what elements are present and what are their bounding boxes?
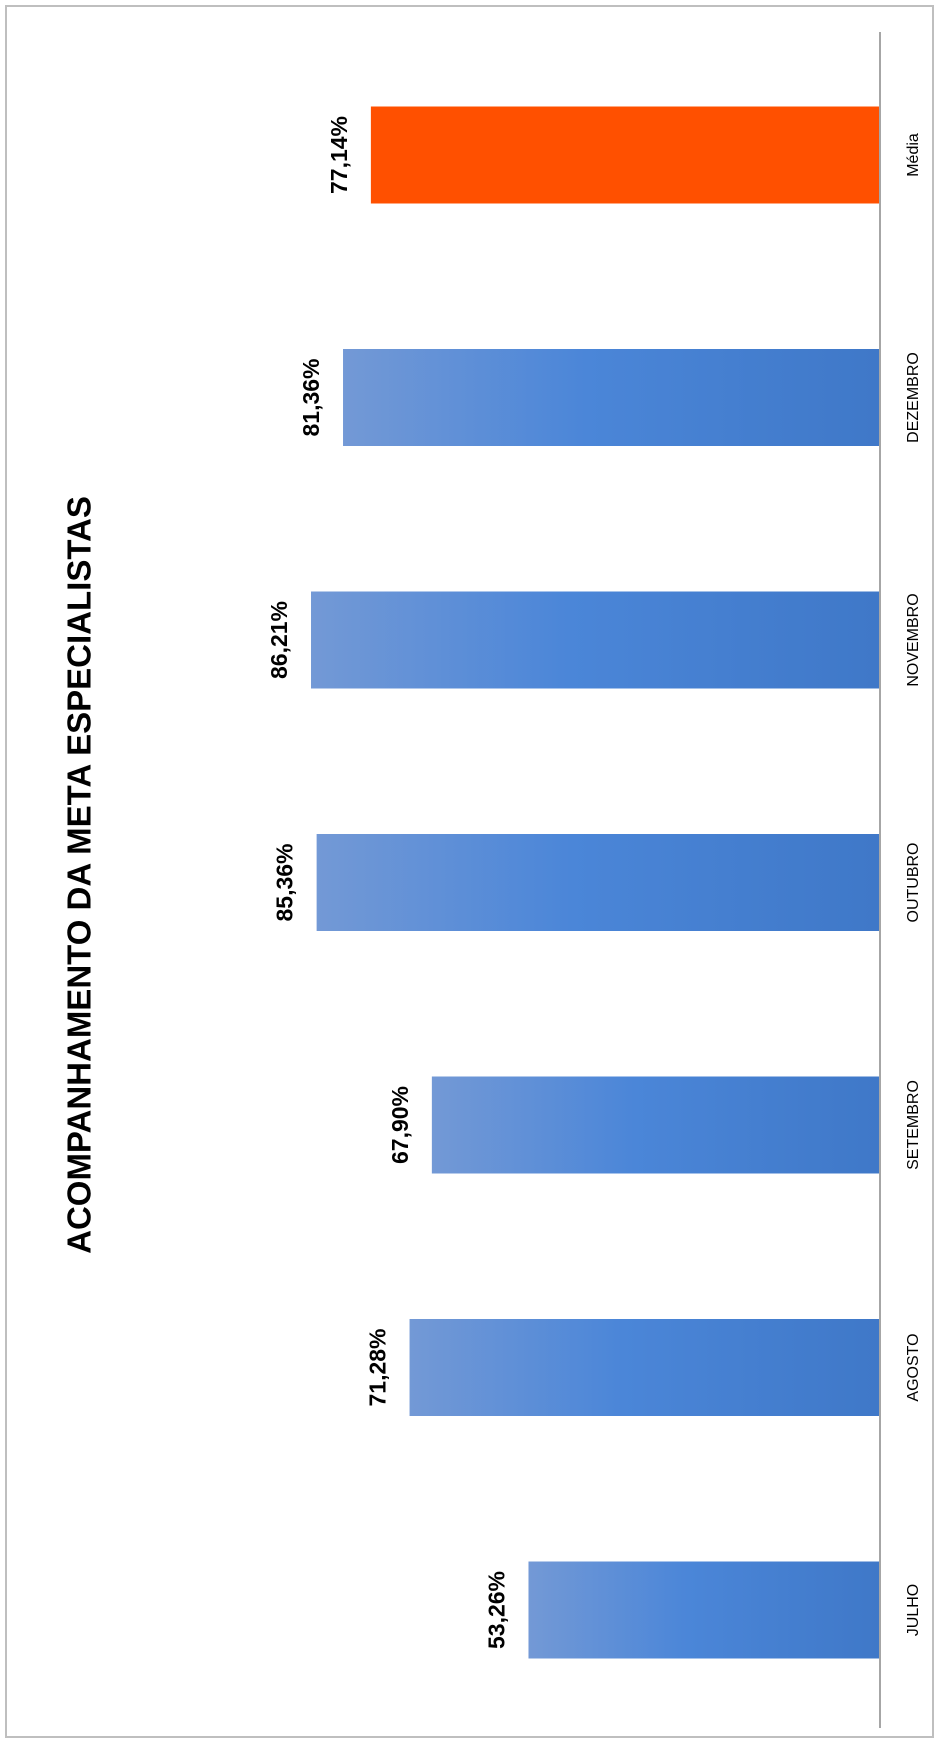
bar-outubro	[316, 834, 880, 931]
data-label-media: 77,14%	[326, 116, 352, 194]
tick-label-novembro: NOVEMBRO	[905, 593, 922, 686]
tick-label-agosto: AGOSTO	[905, 1333, 922, 1401]
bar-novembro	[311, 591, 880, 689]
labels-layer: 53,26% 71,28% 67,90% 85,36% 86,21% 81,36% 77,1…	[266, 116, 509, 1649]
bar-setembro	[431, 1076, 880, 1174]
tick-label-media: Média	[905, 133, 922, 177]
tick-label-setembro: SETEMBRO	[905, 1080, 922, 1170]
data-label-outubro: 85,36%	[272, 843, 298, 921]
data-label-setembro: 67,90%	[387, 1086, 413, 1164]
ticks-layer: JULHO AGOSTO SETEMBRO OUTUBRO NOVEMBRO DEZEMB…	[905, 133, 922, 1636]
bar-dezembro	[343, 349, 880, 446]
data-label-agosto: 71,28%	[365, 1328, 391, 1406]
chart-title: ACOMPANHAMENTO DA META ESPECIALISTAS	[61, 496, 98, 1254]
tick-label-julho: JULHO	[905, 1584, 922, 1636]
tick-label-outubro: OUTUBRO	[905, 843, 922, 923]
bar-media	[370, 106, 880, 204]
data-label-novembro: 86,21%	[266, 601, 292, 679]
bars-layer	[311, 106, 880, 1659]
bar-julho	[528, 1561, 880, 1659]
tick-label-dezembro: DEZEMBRO	[905, 352, 922, 443]
data-label-julho: 53,26%	[484, 1571, 510, 1649]
bar-agosto	[409, 1319, 880, 1416]
data-label-dezembro: 81,36%	[298, 358, 324, 436]
